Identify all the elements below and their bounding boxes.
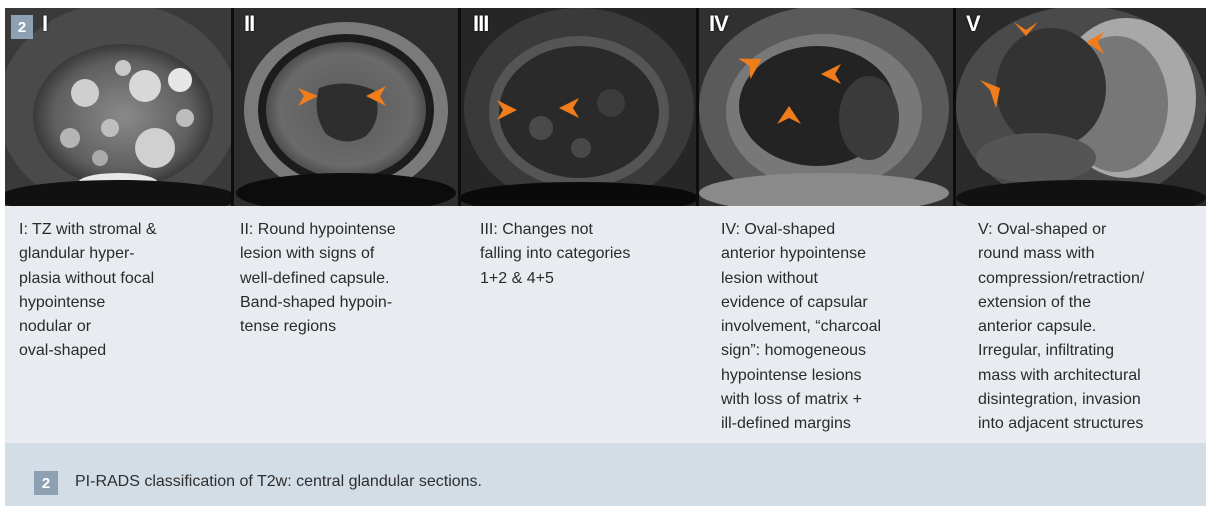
lesion-arrow xyxy=(559,98,579,118)
panel-label: V xyxy=(966,11,981,36)
panel-description-4: IV: Oval-shaped anterior hypointense les… xyxy=(721,221,882,433)
panel-label: II xyxy=(244,11,255,36)
figure: 2 I II xyxy=(5,8,1206,506)
mri-image-3 xyxy=(461,8,696,206)
figure-number-badge: 2 xyxy=(11,15,33,39)
mri-image-1 xyxy=(5,8,231,206)
caption-bar: 2 PI-RADS classification of T2w: central… xyxy=(5,443,1206,506)
mri-image-5 xyxy=(956,8,1206,206)
mri-image-4 xyxy=(699,8,953,206)
lesion-arrow xyxy=(821,64,841,84)
lesion-arrow xyxy=(1086,32,1104,54)
panel-label: III xyxy=(473,11,489,36)
mri-panels: 2 I II xyxy=(5,8,1206,206)
mri-panel-2: II xyxy=(234,8,458,206)
figure-caption: PI-RADS classification of T2w: central g… xyxy=(75,473,482,490)
lesion-arrow xyxy=(738,58,762,80)
mri-panel-4: IV xyxy=(699,8,953,206)
lesion-arrow xyxy=(497,100,517,120)
panel-description-5: V: Oval-shaped or round mass with compre… xyxy=(978,221,1145,433)
panel-description-2: II: Round hypointense lesion with signs … xyxy=(240,221,396,336)
lesion-arrow xyxy=(1014,22,1038,36)
mri-panel-5: V xyxy=(956,8,1206,206)
mri-panel-1: 2 I xyxy=(5,8,231,206)
mri-image-2 xyxy=(234,8,458,206)
panel-description-1: I: TZ with stromal & glandular hyper- pl… xyxy=(19,221,157,360)
lesion-arrow xyxy=(777,106,801,124)
panel-label: I xyxy=(42,11,48,36)
panel-description-3: III: Changes not falling into categories… xyxy=(480,221,631,287)
lesion-arrow xyxy=(298,88,318,106)
lesion-arrow xyxy=(980,80,1000,108)
panel-label: IV xyxy=(709,11,729,36)
lesion-arrow xyxy=(366,86,386,106)
mri-panel-3: III xyxy=(461,8,696,206)
caption-number-badge: 2 xyxy=(34,471,58,495)
description-strip: I: TZ with stromal & glandular hyper- pl… xyxy=(5,206,1206,443)
